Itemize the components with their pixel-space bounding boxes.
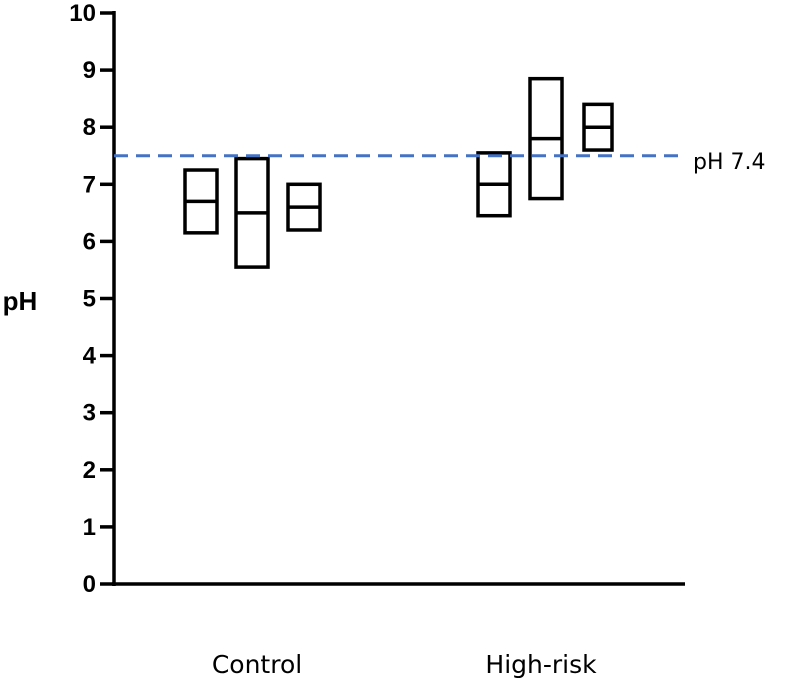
y-tick-label: 6	[83, 228, 96, 255]
y-axis-label: pH	[3, 286, 38, 316]
box-series	[183, 76, 614, 269]
y-tick-label: 5	[83, 286, 96, 313]
y-axis-ticks: 0 1 2 3 4 5 6 7 8 9 10	[69, 0, 114, 598]
y-tick-label: 9	[83, 57, 96, 84]
y-tick-label: 4	[83, 343, 97, 370]
category-label-high-risk: High-risk	[485, 650, 597, 679]
y-tick-label: 3	[83, 400, 96, 427]
category-label-control: Control	[212, 650, 302, 679]
y-tick-label: 2	[83, 457, 96, 484]
y-tick-label: 10	[69, 0, 96, 27]
reference-line-label: pH 7.4	[693, 150, 766, 175]
y-tick-label: 1	[83, 514, 96, 541]
y-tick-label: 0	[83, 571, 96, 598]
y-tick-label: 7	[83, 171, 96, 198]
y-tick-label: 8	[83, 114, 96, 141]
